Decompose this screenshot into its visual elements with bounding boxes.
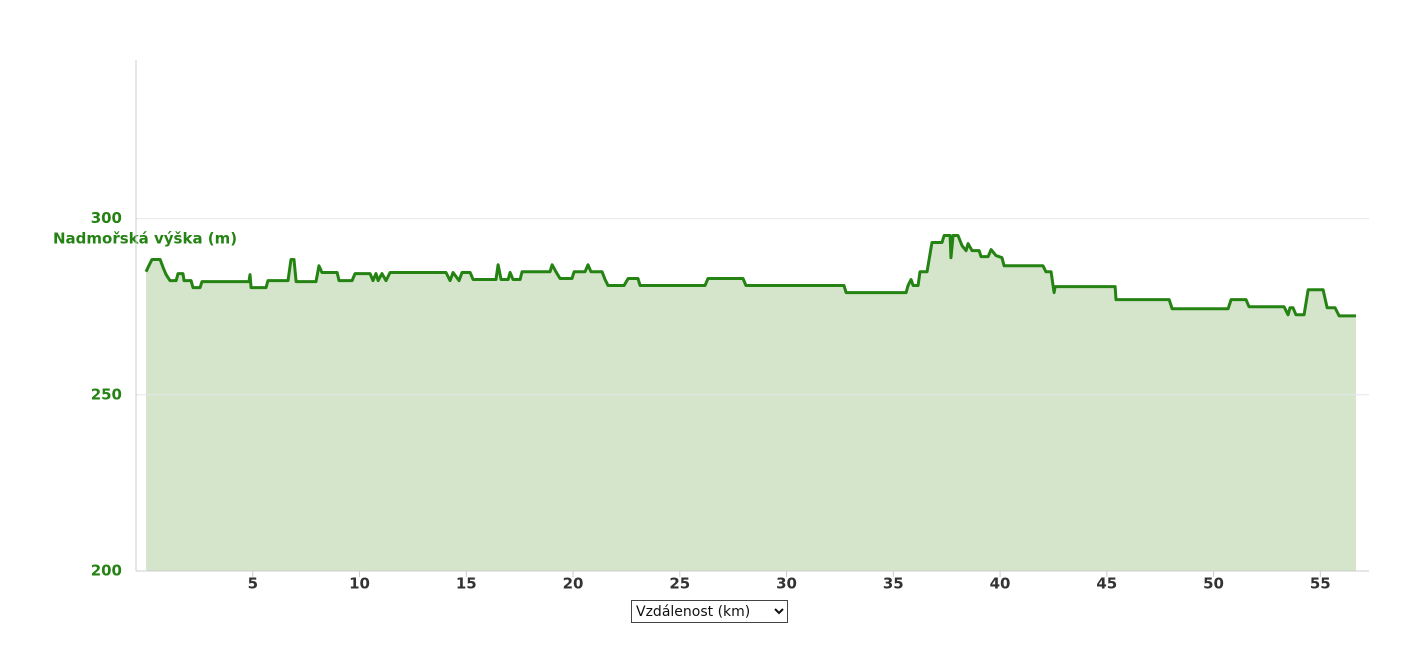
x-tick-label: 10: [349, 575, 370, 593]
x-tick-label: 35: [883, 575, 904, 593]
axes: 200 250 300 5 10 15 20 25 30 35 40 45 50 55: [91, 60, 1369, 593]
x-tick-label: 50: [1203, 575, 1224, 593]
y-tick-label: 250: [91, 385, 122, 403]
x-tick-label: 45: [1096, 575, 1117, 593]
y-tick-label: 200: [91, 562, 122, 580]
x-tick-label: 15: [456, 575, 477, 593]
x-tick-label: 30: [776, 575, 797, 593]
y-axis-title: Nadmořská výška (m): [53, 230, 237, 248]
plot-area: [144, 234, 1356, 571]
x-tick-label: 55: [1310, 575, 1331, 593]
x-tick-label: 20: [563, 575, 584, 593]
y-tick-label: 300: [91, 209, 122, 227]
x-axis-select[interactable]: Vzdálenost (km): [631, 600, 788, 623]
elevation-line: [144, 234, 1356, 318]
x-tick-label: 5: [248, 575, 258, 593]
x-tick-label: 25: [669, 575, 690, 593]
area-fill: [146, 235, 1356, 571]
x-tick-label: 40: [990, 575, 1011, 593]
